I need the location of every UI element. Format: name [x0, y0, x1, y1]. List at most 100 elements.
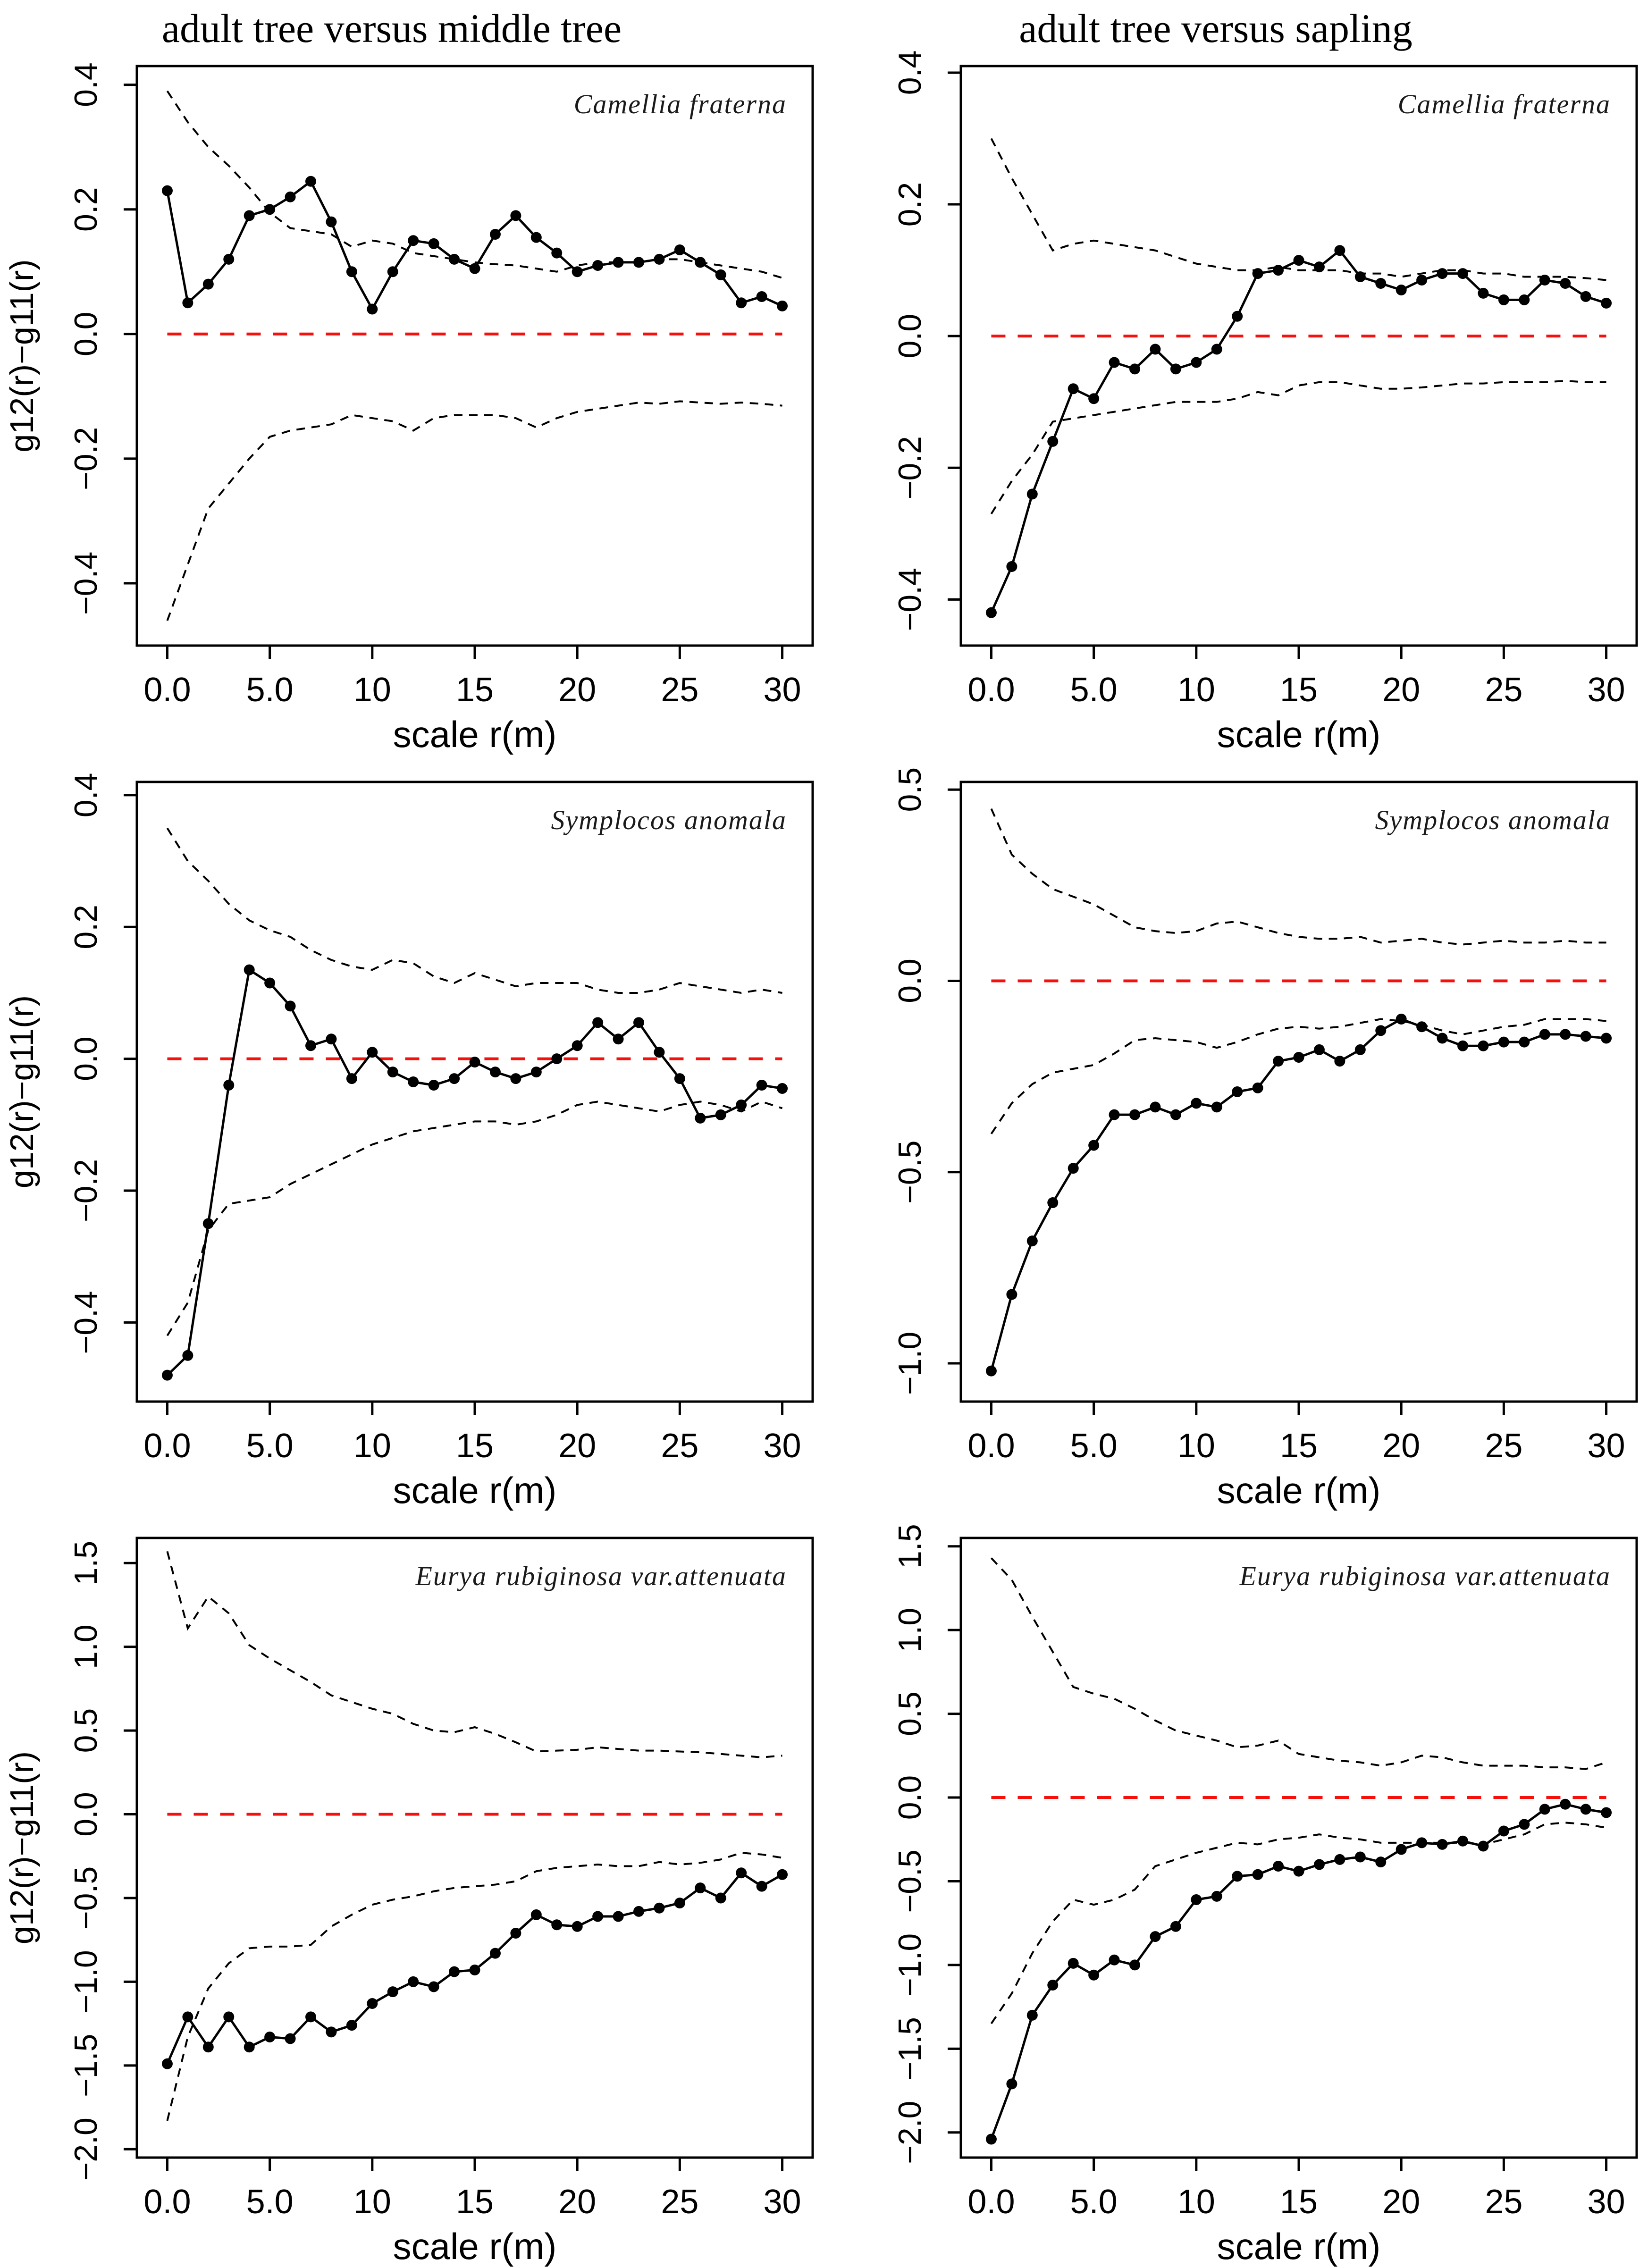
x-axis-tick-label: 20	[558, 1427, 596, 1465]
y-axis-tick-label: 0.0	[68, 1036, 104, 1081]
y-axis-tick-label: −1.0	[892, 1933, 928, 1997]
y-axis-tick-label: 0.0	[68, 312, 104, 357]
plot-box	[959, 65, 1638, 647]
observed-data-point	[1601, 297, 1612, 309]
x-axis-tick-label: 30	[1588, 1427, 1625, 1465]
observed-data-point	[551, 1053, 563, 1065]
observed-data-point	[1293, 1052, 1304, 1063]
observed-data-point	[489, 1067, 501, 1078]
x-axis-tick-label: 15	[456, 671, 494, 709]
observed-data-point	[1519, 294, 1530, 305]
x-axis-tick-label: 0.0	[143, 2183, 191, 2221]
observed-series-line	[990, 1018, 1606, 1371]
observed-data-point	[202, 2041, 214, 2053]
observed-data-point	[1273, 1056, 1284, 1067]
upper-envelope-line	[990, 138, 1606, 281]
observed-data-point	[202, 278, 214, 290]
x-axis-tick-label: 25	[661, 1427, 698, 1465]
x-axis-tick-label: 25	[661, 2183, 698, 2221]
observed-data-point	[1437, 1839, 1448, 1850]
panel-cell-adult-sapling-camellia: adult tree versus sapling 0.0 5.0 10 15 20 25…	[824, 0, 1648, 756]
observed-data-point	[1478, 1840, 1489, 1852]
species-label: Eurya rubiginosa var.attenuata	[415, 1561, 787, 1591]
observed-data-point	[182, 297, 193, 309]
observed-data-point	[1457, 1835, 1468, 1847]
y-axis-tick-label: 0.5	[68, 1708, 104, 1753]
observed-data-point	[1334, 1056, 1345, 1067]
observed-data-point	[1232, 1871, 1243, 1882]
observed-data-point	[715, 269, 726, 280]
x-axis-label: scale r(m)	[393, 714, 557, 755]
observed-data-point	[736, 1867, 747, 1879]
x-axis-tick-label: 10	[353, 1427, 391, 1465]
lower-envelope-line	[166, 1100, 783, 1336]
observed-data-point	[1109, 1109, 1120, 1120]
y-axis-tick-label: 1.0	[68, 1624, 104, 1669]
observed-data-point	[387, 266, 398, 277]
observed-data-point	[1129, 363, 1141, 375]
observed-data-point	[1396, 1844, 1407, 1855]
observed-data-point	[367, 1047, 378, 1058]
x-axis-tick-label: 20	[1382, 2183, 1420, 2221]
observed-data-point	[326, 216, 337, 227]
observed-data-point	[510, 1927, 521, 1939]
observed-data-point	[1375, 1856, 1387, 1868]
observed-data-point	[387, 1067, 398, 1078]
x-axis-tick-label: 10	[353, 2183, 391, 2221]
observed-data-point	[777, 300, 788, 311]
observed-data-point	[1170, 363, 1181, 375]
observed-series-line	[166, 968, 782, 1376]
x-axis-tick-label: 10	[1177, 2183, 1215, 2221]
x-axis-tick-label: 20	[1382, 1427, 1420, 1465]
y-axis-tick-label: −2.0	[68, 2117, 104, 2181]
plot-box	[135, 65, 814, 647]
observed-data-point	[1313, 1044, 1325, 1055]
lower-envelope-line	[166, 1852, 782, 2121]
x-axis-tick-label: 0.0	[967, 2183, 1015, 2221]
observed-data-point	[1252, 1082, 1263, 1093]
observed-data-point	[1457, 268, 1468, 279]
observed-data-point	[1498, 1825, 1509, 1837]
x-axis-tick-label: 10	[353, 671, 391, 709]
panel-cell-adult-middle-camellia: adult tree versus middle tree 0.0 5.0 10 15…	[0, 0, 824, 756]
observed-data-point	[1211, 1101, 1222, 1113]
observed-data-point	[551, 1919, 563, 1931]
species-label: Symplocos anomala	[1375, 805, 1611, 835]
x-axis-tick-label: 25	[1485, 2183, 1522, 2221]
chart-panel-adult-sapling-eurya: 0.0 5.0 10 15 20 25 30 1.5 1.0 0.5 0.0 −0.5 −1.0 −1.5…	[892, 1524, 1638, 2267]
y-axis-label: g12(r)−g11(r)	[3, 995, 40, 1188]
species-label: Eurya rubiginosa var.attenuata	[1239, 1561, 1611, 1591]
observed-data-point	[1047, 1979, 1059, 1991]
observed-data-point	[736, 1099, 747, 1110]
observed-data-point	[1252, 1869, 1263, 1880]
observed-data-point	[1334, 245, 1345, 256]
observed-data-point	[305, 2011, 317, 2023]
observed-data-point	[1211, 344, 1222, 355]
observed-data-point	[1088, 1969, 1100, 1981]
observed-data-point	[469, 1057, 480, 1068]
observed-data-point	[182, 1350, 193, 1361]
observed-data-point	[264, 2031, 276, 2042]
y-axis-tick-label: −0.4	[68, 552, 104, 615]
chart-panel-adult-middle-camellia: 0.0 5.0 10 15 20 25 30 0.4 0.2 0.0 −0.2 −0.4 scale r…	[3, 62, 814, 755]
plot-box	[135, 781, 814, 1403]
x-axis-label: scale r(m)	[393, 1470, 557, 1511]
observed-data-point	[1273, 1861, 1284, 1872]
observed-data-point	[1293, 1865, 1304, 1877]
observed-data-point	[1313, 261, 1325, 273]
y-axis-label: g12(r)−g11(r)	[3, 259, 40, 452]
observed-data-point	[326, 1033, 337, 1045]
observed-data-point	[1601, 1807, 1612, 1818]
x-axis-tick-label: 10	[1177, 1427, 1215, 1465]
x-axis-tick-label: 0.0	[143, 671, 191, 709]
observed-data-point	[654, 1902, 665, 1914]
observed-data-point	[1560, 1798, 1571, 1810]
y-axis-tick-label: 0.0	[68, 1792, 104, 1837]
y-axis-tick-label: −0.4	[68, 1291, 104, 1354]
observed-data-point	[613, 1033, 624, 1045]
observed-data-point	[1498, 1036, 1509, 1048]
plot-box	[135, 1537, 814, 2159]
observed-data-point	[428, 238, 439, 249]
observed-data-point	[777, 1083, 788, 1094]
observed-data-point	[1478, 1040, 1489, 1051]
